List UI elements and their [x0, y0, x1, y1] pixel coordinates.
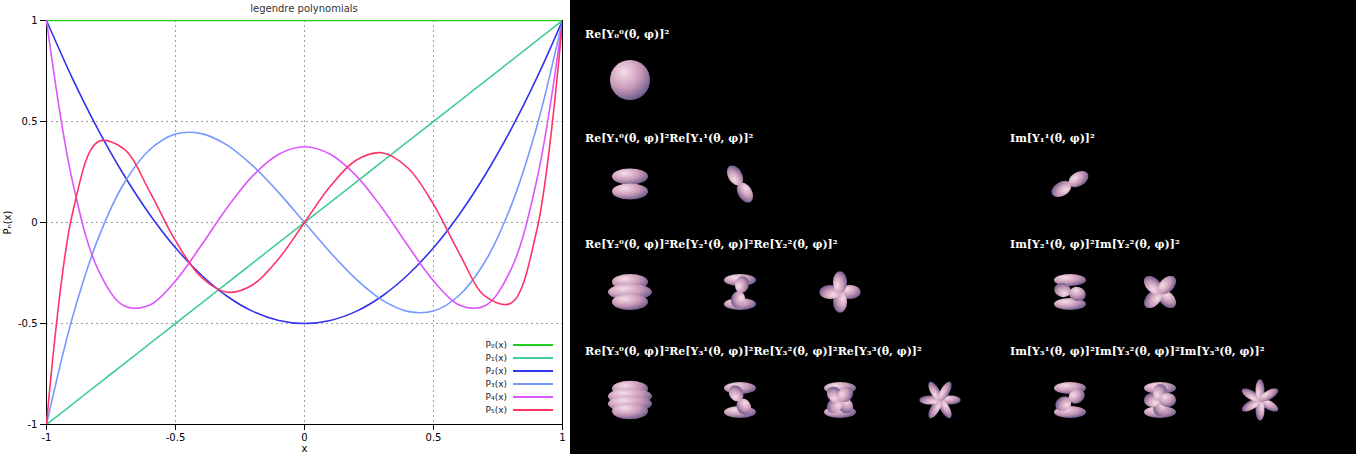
- html-text:P₃(x): P₃(x): [485, 378, 507, 389]
- svg-text:-0.5: -0.5: [166, 432, 186, 443]
- html-text:P₅(x): P₅(x): [485, 404, 507, 415]
- svg-text:Im[Y₂¹(θ, φ)]²Im[Y₂²(θ, φ)]²: Im[Y₂¹(θ, φ)]²Im[Y₂²(θ, φ)]²: [1010, 238, 1180, 251]
- svg-text:1: 1: [559, 432, 565, 443]
- html-text:P₄(x): P₄(x): [485, 391, 507, 402]
- svg-text:Re[Y₃⁰(θ, φ)]²Re[Y₃¹(θ, φ)]²Re: Re[Y₃⁰(θ, φ)]²Re[Y₃¹(θ, φ)]²Re[Y₃²(θ, φ)…: [585, 345, 922, 358]
- svg-text:Im[Y₃¹(θ, φ)]²Im[Y₃²(θ, φ)]²Im: Im[Y₃¹(θ, φ)]²Im[Y₃²(θ, φ)]²Im[Y₃³(θ, φ)…: [1010, 345, 1265, 358]
- svg-text:0.5: 0.5: [426, 432, 442, 443]
- svg-text:1: 1: [31, 16, 37, 26]
- svg-text:-1: -1: [42, 432, 52, 443]
- svg-text:0: 0: [31, 217, 37, 228]
- html-text:legendre polynomials: legendre polynomials: [250, 3, 358, 14]
- svg-text:Re[Y₁⁰(θ, φ)]²Re[Y₁¹(θ, φ)]²: Re[Y₁⁰(θ, φ)]²Re[Y₁¹(θ, φ)]²: [585, 132, 754, 145]
- svg-text:x: x: [302, 443, 308, 454]
- svg-text:-0.5: -0.5: [18, 318, 38, 329]
- html-text:P₂(x): P₂(x): [485, 365, 507, 376]
- svg-text:-1: -1: [28, 419, 38, 430]
- html-text:P₀(x): P₀(x): [485, 339, 507, 350]
- svg-text:Pₙ(x): Pₙ(x): [2, 211, 13, 235]
- svg-text:Im[Y₁¹(θ, φ)]²: Im[Y₁¹(θ, φ)]²: [1010, 132, 1095, 145]
- svg-text:Re[Y₀⁰(θ, φ)]²: Re[Y₀⁰(θ, φ)]²: [585, 28, 669, 41]
- svg-text:Re[Y₂⁰(θ, φ)]²Re[Y₂¹(θ, φ)]²Re: Re[Y₂⁰(θ, φ)]²Re[Y₂¹(θ, φ)]²Re[Y₂²(θ, φ)…: [585, 238, 838, 251]
- svg-text:0.5: 0.5: [22, 116, 38, 127]
- html-text:P₁(x): P₁(x): [485, 352, 507, 363]
- svg-text:0: 0: [301, 432, 307, 443]
